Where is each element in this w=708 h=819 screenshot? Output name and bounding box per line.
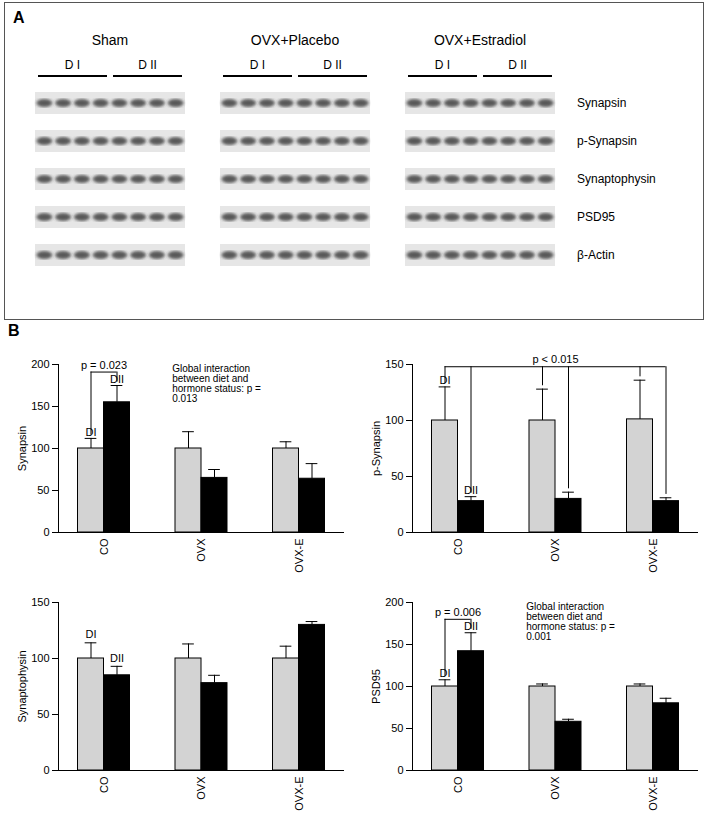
svg-text:p < 0.015: p < 0.015	[532, 353, 578, 365]
svg-text:D I: D I	[435, 58, 450, 72]
svg-text:OVX: OVX	[195, 538, 207, 562]
svg-text:100: 100	[385, 414, 403, 426]
svg-text:Synapsin: Synapsin	[577, 96, 626, 110]
svg-text:D I: D I	[65, 58, 80, 72]
svg-text:150: 150	[31, 596, 49, 608]
svg-text:DII: DII	[464, 484, 478, 496]
svg-text:0: 0	[43, 526, 49, 538]
svg-text:D II: D II	[138, 58, 157, 72]
svg-text:100: 100	[385, 680, 403, 692]
svg-text:D I: D I	[250, 58, 265, 72]
svg-text:DII: DII	[110, 652, 124, 664]
svg-text:CO: CO	[452, 776, 464, 793]
svg-text:Global interactionbetween diet: Global interactionbetween diet andhormon…	[172, 363, 261, 404]
svg-text:DI: DI	[86, 426, 97, 438]
svg-text:150: 150	[385, 638, 403, 650]
svg-text:50: 50	[391, 722, 403, 734]
svg-text:100: 100	[31, 442, 49, 454]
svg-text:p = 0.023: p = 0.023	[81, 359, 127, 371]
svg-text:DI: DI	[440, 374, 451, 386]
svg-text:0: 0	[397, 764, 403, 776]
svg-text:200: 200	[385, 596, 403, 608]
svg-text:200: 200	[31, 358, 49, 370]
svg-text:D II: D II	[323, 58, 342, 72]
svg-text:D II: D II	[508, 58, 527, 72]
svg-text:OVX-E: OVX-E	[647, 539, 659, 573]
svg-text:DI: DI	[440, 667, 451, 679]
svg-text:β-Actin: β-Actin	[577, 248, 615, 262]
svg-text:DI: DI	[86, 628, 97, 640]
svg-text:OVX: OVX	[195, 776, 207, 800]
svg-text:p-Synapsin: p-Synapsin	[577, 134, 637, 148]
svg-text:A: A	[13, 9, 25, 26]
svg-text:p = 0.006: p = 0.006	[435, 606, 481, 618]
svg-text:CO: CO	[98, 538, 110, 555]
svg-text:50: 50	[391, 470, 403, 482]
svg-text:Global interactionbetween diet: Global interactionbetween diet andhormon…	[526, 601, 615, 642]
svg-text:PSD95: PSD95	[370, 669, 382, 704]
svg-text:150: 150	[31, 400, 49, 412]
svg-text:50: 50	[37, 708, 49, 720]
svg-text:100: 100	[31, 652, 49, 664]
svg-text:OVX+Placebo: OVX+Placebo	[251, 32, 340, 48]
svg-text:OVX-E: OVX-E	[293, 777, 305, 811]
svg-text:OVX-E: OVX-E	[293, 539, 305, 573]
svg-text:CO: CO	[452, 538, 464, 555]
svg-text:OVX+Estradiol: OVX+Estradiol	[434, 32, 526, 48]
svg-text:p-Synapsin: p-Synapsin	[370, 421, 382, 476]
svg-text:OVX: OVX	[549, 538, 561, 562]
svg-text:OVX: OVX	[549, 776, 561, 800]
svg-text:Synaptophysin: Synaptophysin	[577, 172, 656, 186]
svg-text:Sham: Sham	[92, 32, 129, 48]
svg-text:0: 0	[397, 526, 403, 538]
svg-text:DII: DII	[464, 620, 478, 632]
svg-text:DII: DII	[110, 373, 124, 385]
svg-text:Synapsin: Synapsin	[16, 426, 28, 471]
svg-text:50: 50	[37, 484, 49, 496]
svg-text:CO: CO	[98, 776, 110, 793]
svg-text:Synaptophysin: Synaptophysin	[16, 650, 28, 722]
svg-text:OVX-E: OVX-E	[647, 777, 659, 811]
html-text:B: B	[8, 322, 20, 339]
svg-text:150: 150	[385, 358, 403, 370]
svg-text:PSD95: PSD95	[577, 210, 615, 224]
svg-text:0: 0	[43, 764, 49, 776]
